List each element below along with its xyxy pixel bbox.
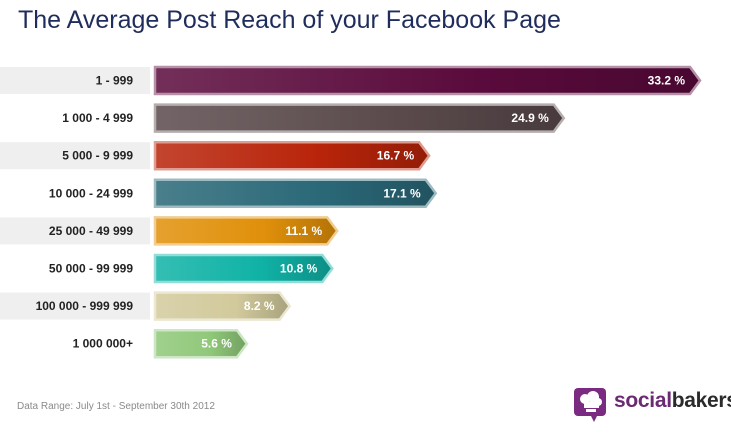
category-band [0, 217, 150, 245]
category-label: 1 - 999 [96, 74, 134, 88]
category-label: 10 000 - 24 999 [49, 186, 133, 200]
data-range-note: Data Range: July 1st - September 30th 20… [17, 401, 215, 412]
category-label: 50 000 - 99 999 [49, 262, 133, 276]
bar [153, 140, 431, 171]
bar-value-label: 8.2 % [244, 299, 275, 313]
category-label: 25 000 - 49 999 [49, 224, 133, 238]
bar [153, 253, 334, 284]
bar-value-label: 17.1 % [383, 186, 421, 200]
bar [153, 178, 438, 209]
bar-value-label: 33.2 % [648, 74, 686, 88]
category-band [0, 142, 150, 170]
chart-title: The Average Post Reach of your Facebook … [18, 6, 561, 34]
category-label: 1 000 - 4 999 [62, 111, 133, 125]
bar [153, 103, 566, 133]
bar [153, 291, 292, 321]
brand-wordmark: socialbakers [614, 389, 731, 412]
chef-hat-icon [574, 388, 606, 422]
category-band [0, 179, 150, 207]
bar [153, 328, 249, 359]
category-band [0, 292, 150, 320]
socialbakers-logo: socialbakers [573, 387, 731, 423]
category-band [0, 104, 150, 132]
category-label: 5 000 - 9 999 [62, 149, 133, 163]
bar [153, 65, 702, 96]
bar [153, 216, 339, 246]
bar-value-label: 10.8 % [280, 262, 318, 276]
bar-value-label: 11.1 % [286, 224, 323, 238]
category-label: 1 000 000+ [73, 337, 133, 351]
category-band [0, 255, 150, 282]
category-band [0, 67, 150, 94]
bar-value-label: 16.7 % [377, 149, 415, 163]
bar-value-label: 24.9 % [511, 111, 549, 125]
category-label: 100 000 - 999 999 [36, 299, 134, 313]
bar-value-label: 5.6 % [201, 337, 232, 351]
category-band [0, 330, 150, 358]
